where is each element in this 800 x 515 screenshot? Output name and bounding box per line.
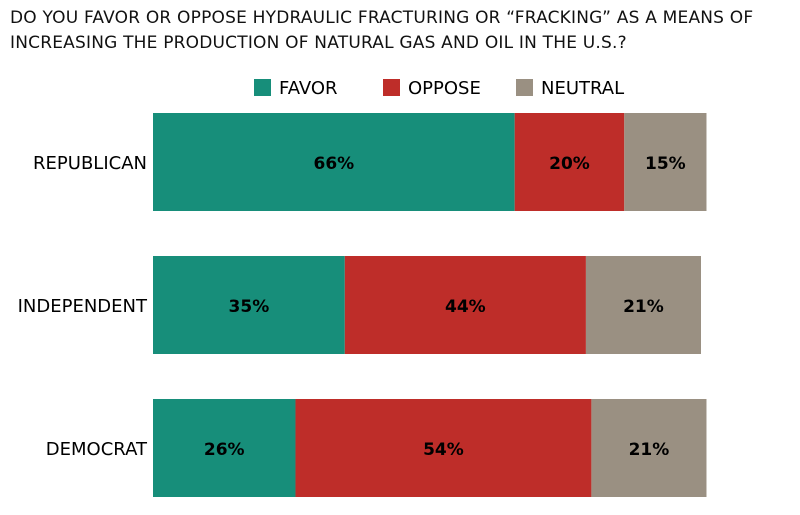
- category-label-independent: INDEPENDENT: [18, 296, 148, 317]
- bar-independent-favor: [153, 256, 345, 354]
- legend-swatch-oppose: [383, 79, 400, 96]
- data-label-independent-neutral: 21%: [623, 297, 664, 317]
- legend-label-neutral: NEUTRAL: [541, 78, 624, 99]
- legend-label-favor: FAVOR: [279, 78, 338, 99]
- data-label-republican-neutral: 15%: [645, 154, 686, 174]
- bar-democrat-neutral: [591, 399, 707, 497]
- category-label-republican: REPUBLICAN: [33, 153, 147, 174]
- data-label-democrat-neutral: 21%: [629, 440, 670, 460]
- category-label-democrat: DEMOCRAT: [46, 439, 148, 460]
- bar-republican-oppose: [514, 113, 625, 211]
- chart-title: DO YOU FAVOR OR OPPOSE HYDRAULIC FRACTUR…: [10, 8, 754, 53]
- bar-independent-oppose: [344, 256, 586, 354]
- bar-republican-favor: [153, 113, 515, 211]
- data-label-independent-favor: 35%: [229, 297, 270, 317]
- data-label-democrat-favor: 26%: [204, 440, 245, 460]
- bar-democrat-oppose: [295, 399, 592, 497]
- bar-republican-neutral: [624, 113, 707, 211]
- data-label-independent-oppose: 44%: [445, 297, 486, 317]
- data-label-republican-favor: 66%: [313, 154, 354, 174]
- data-label-democrat-oppose: 54%: [423, 440, 464, 460]
- bar-independent-neutral: [585, 256, 701, 354]
- legend-label-oppose: OPPOSE: [408, 78, 481, 99]
- legend-swatch-neutral: [516, 79, 533, 96]
- legend-swatch-favor: [254, 79, 271, 96]
- data-label-republican-oppose: 20%: [549, 154, 590, 174]
- bar-democrat-favor: [153, 399, 296, 497]
